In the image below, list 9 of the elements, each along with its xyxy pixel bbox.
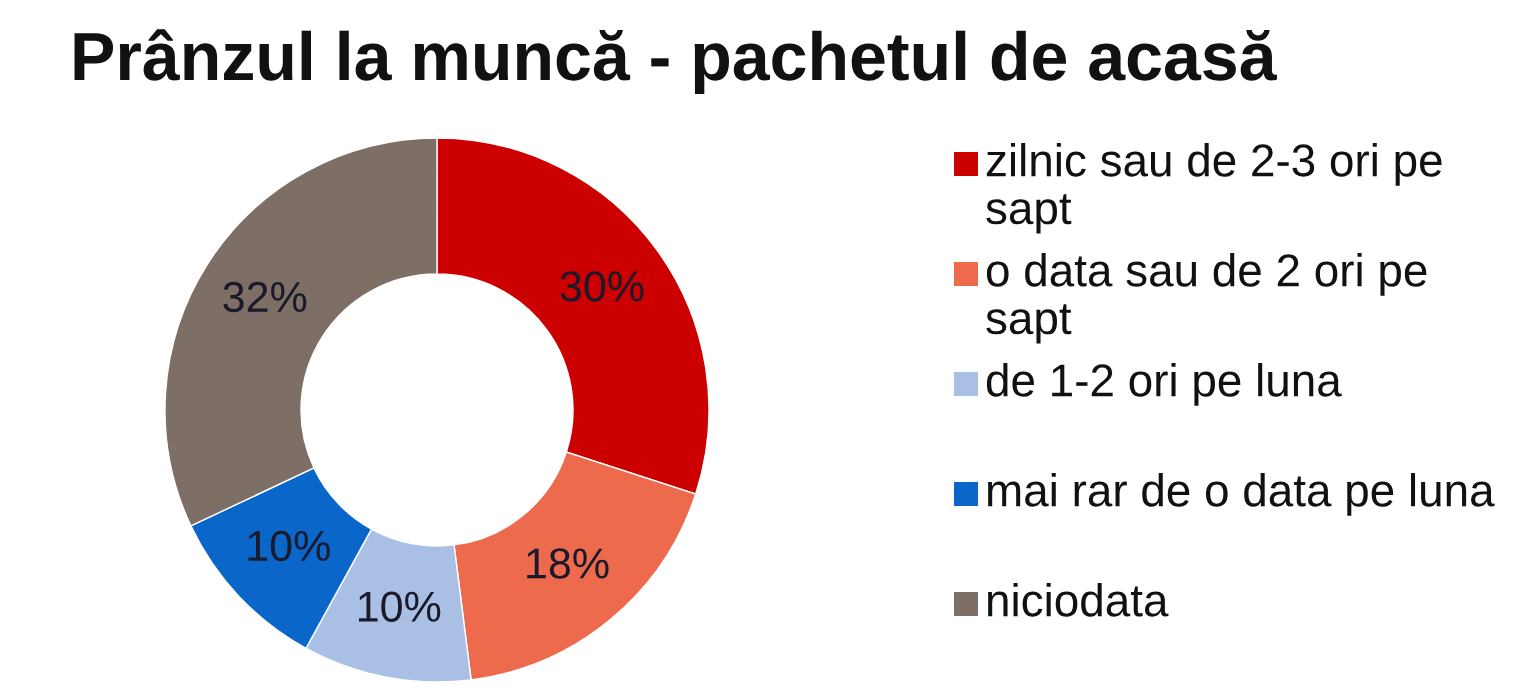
data-label: 18%: [527, 548, 609, 579]
legend-label: mai rar de o data pe luna: [988, 473, 1495, 516]
legend-label: niciodata: [988, 583, 1169, 617]
data-label: 30%: [560, 271, 644, 302]
data-label: 10%: [248, 530, 330, 562]
legend-label: de 1-2 ori pe luna: [986, 363, 1342, 406]
data-label: 10%: [358, 591, 441, 622]
chart-title: Prânzul la muncă - pachetul de acasă: [74, 29, 1277, 95]
data-label: 32%: [223, 281, 307, 313]
